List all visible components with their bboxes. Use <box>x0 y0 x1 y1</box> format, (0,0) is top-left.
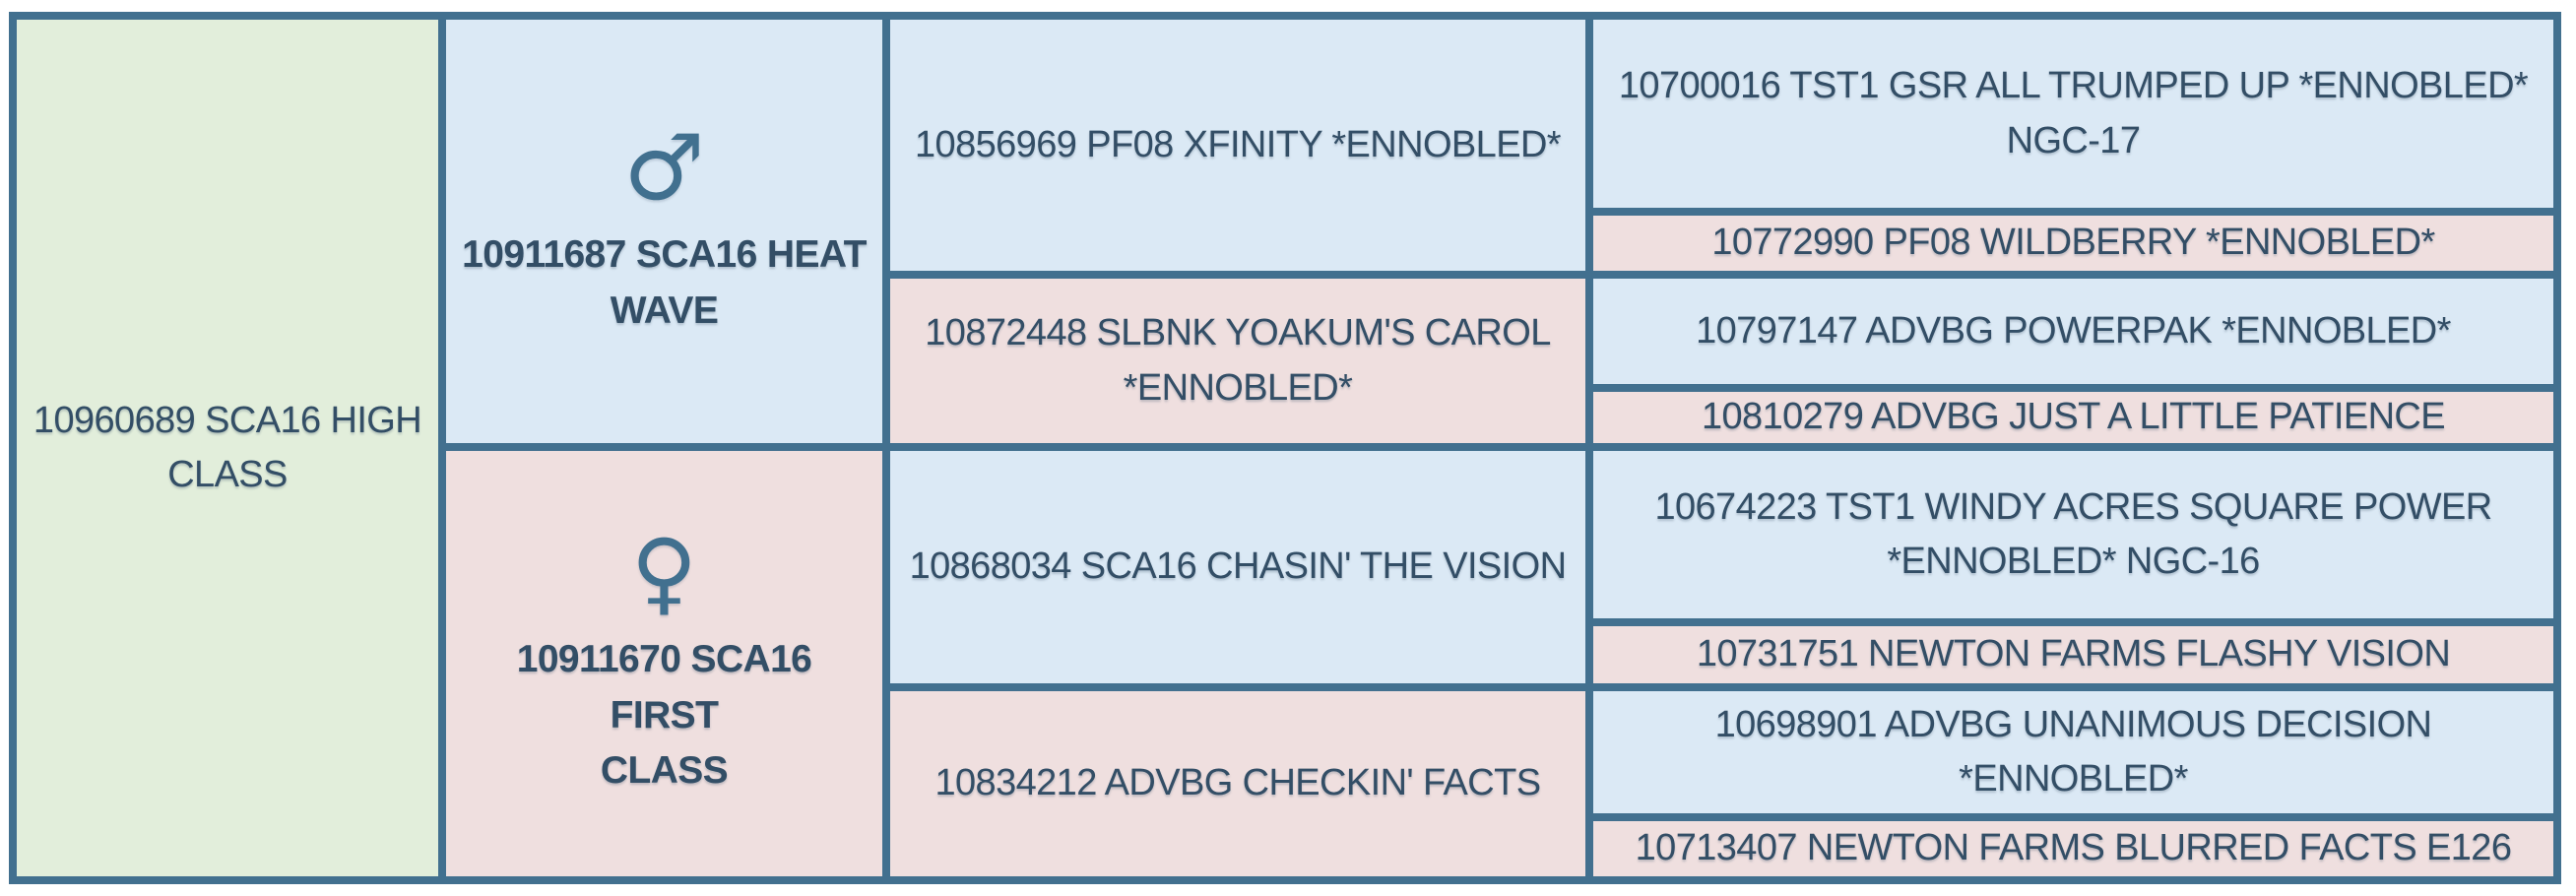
subject-cell: 10960689 SCA16 HIGH CLASS <box>17 20 438 876</box>
dam-label: 10911670 SCA16 FIRST CLASS <box>516 637 812 793</box>
male-icon: ♂ <box>623 115 705 222</box>
ancestor-label: 10731751 NEWTON FARMS FLASHY VISION <box>1696 633 2451 675</box>
great-grandparent-cell-3: 10797147 ADVBG POWERPAK *ENNOBLED* <box>1593 279 2553 384</box>
great-grandparent-cell-8: 10713407 NEWTON FARMS BLURRED FACTS E126 <box>1593 821 2553 876</box>
great-grandparent-cell-5: 10674223 TST1 WINDY ACRES SQUARE POWER *… <box>1593 451 2553 618</box>
ancestor-label: 10772990 PF08 WILDBERRY *ENNOBLED* <box>1711 222 2435 264</box>
sire-cell: ♂ 10911687 SCA16 HEAT WAVE <box>446 20 882 443</box>
great-grandparent-cell-6: 10731751 NEWTON FARMS FLASHY VISION <box>1593 626 2553 683</box>
ancestor-cell-maternal-granddam: 10834212 ADVBG CHECKIN' FACTS <box>890 691 1585 876</box>
ancestor-label: 10810279 ADVBG JUST A LITTLE PATIENCE <box>1701 396 2446 438</box>
ancestor-cell-maternal-grandsire: 10868034 SCA16 CHASIN' THE VISION <box>890 451 1585 683</box>
ancestor-label: 10856969 PF08 XFINITY *ENNOBLED* <box>915 123 1562 165</box>
great-grandparent-cell-1: 10700016 TST1 GSR ALL TRUMPED UP *ENNOBL… <box>1593 20 2553 208</box>
subject-label: 10960689 SCA16 HIGH CLASS <box>32 399 422 495</box>
ancestor-label: 10713407 NEWTON FARMS BLURRED FACTS E126 <box>1635 827 2512 869</box>
pedigree-chart: 10960689 SCA16 HIGH CLASS ♂ 10911687 SCA… <box>9 12 2561 884</box>
ancestor-label: 10698901 ADVBG UNANIMOUS DECISION *ENNOB… <box>1714 703 2432 800</box>
great-grandparent-cell-2: 10772990 PF08 WILDBERRY *ENNOBLED* <box>1593 216 2553 271</box>
great-grandparent-cell-4: 10810279 ADVBG JUST A LITTLE PATIENCE <box>1593 392 2553 443</box>
ancestor-cell-paternal-granddam: 10872448 SLBNK YOAKUM'S CAROL *ENNOBLED* <box>890 279 1585 443</box>
ancestor-label: 10797147 ADVBG POWERPAK *ENNOBLED* <box>1696 309 2451 352</box>
ancestor-label: 10834212 ADVBG CHECKIN' FACTS <box>934 762 1541 804</box>
ancestor-label: 10674223 TST1 WINDY ACRES SQUARE POWER *… <box>1654 485 2492 582</box>
great-grandparent-cell-7: 10698901 ADVBG UNANIMOUS DECISION *ENNOB… <box>1593 691 2553 813</box>
female-icon: ♀ <box>630 519 698 625</box>
ancestor-cell-paternal-grandsire: 10856969 PF08 XFINITY *ENNOBLED* <box>890 20 1585 271</box>
dam-cell: ♀ 10911670 SCA16 FIRST CLASS <box>446 451 882 876</box>
sire-label: 10911687 SCA16 HEAT WAVE <box>462 233 867 332</box>
ancestor-label: 10872448 SLBNK YOAKUM'S CAROL *ENNOBLED* <box>925 312 1551 409</box>
ancestor-label: 10700016 TST1 GSR ALL TRUMPED UP *ENNOBL… <box>1618 65 2529 161</box>
ancestor-label: 10868034 SCA16 CHASIN' THE VISION <box>909 545 1567 588</box>
